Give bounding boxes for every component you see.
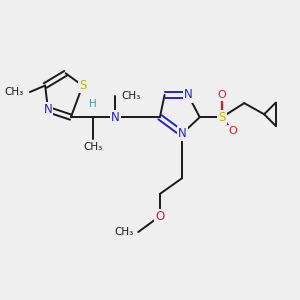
Text: N: N <box>178 127 187 140</box>
Text: S: S <box>79 79 86 92</box>
Text: CH₃: CH₃ <box>4 87 23 97</box>
Text: O: O <box>218 90 226 100</box>
Text: CH₃: CH₃ <box>122 91 141 100</box>
Text: H: H <box>89 99 97 109</box>
Text: N: N <box>44 103 52 116</box>
Text: N: N <box>111 111 120 124</box>
Text: CH₃: CH₃ <box>115 227 134 237</box>
Text: N: N <box>184 88 192 101</box>
Text: S: S <box>218 111 226 124</box>
Text: O: O <box>228 126 237 136</box>
Text: O: O <box>155 210 164 223</box>
Text: CH₃: CH₃ <box>83 142 103 152</box>
